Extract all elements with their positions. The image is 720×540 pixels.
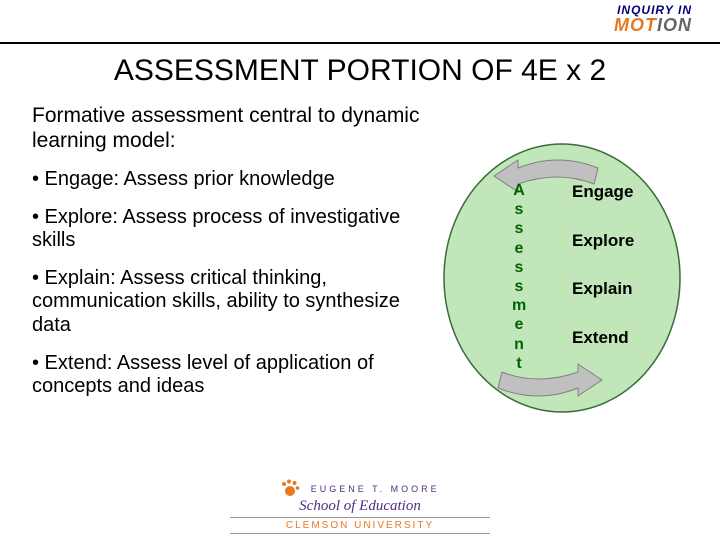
phase-labels: Engage Explore Explain Extend [572, 183, 634, 378]
assess-letter: s [512, 219, 526, 238]
logo-line2: MOTION [614, 16, 692, 34]
ellipse-svg [438, 138, 686, 418]
phase-engage: Engage [572, 183, 634, 202]
footer-line2: School of Education [230, 498, 490, 515]
bullet-explore: • Explore: Assess process of investigati… [32, 206, 422, 253]
assessment-vertical-label: A s s e s s m e n t [512, 181, 526, 373]
assess-letter: m [512, 296, 526, 315]
footer-line1: EUGENE T. MOORE [311, 484, 440, 494]
assess-letter: n [512, 335, 526, 354]
assess-letter: e [512, 239, 526, 258]
bullet-extend: • Extend: Assess level of application of… [32, 352, 422, 399]
intro-text: Formative assessment central to dynamic … [32, 104, 432, 154]
tiger-paw-icon [280, 478, 300, 498]
bullet-engage: • Engage: Assess prior knowledge [32, 168, 422, 192]
assess-letter: A [512, 181, 526, 200]
assessment-cycle-diagram: A s s e s s m e n t Engage Explore Expla… [438, 138, 686, 418]
clemson-footer-logo: EUGENE T. MOORE School of Education CLEM… [230, 478, 490, 534]
header-divider [0, 42, 720, 44]
footer-line3: CLEMSON UNIVERSITY [230, 517, 490, 534]
assess-letter: e [512, 315, 526, 334]
inquiry-in-motion-logo: INQUIRY IN MOTION [614, 4, 692, 34]
bullet-explain: • Explain: Assess critical thinking, com… [32, 267, 422, 338]
logo-line2-gray: ION [657, 15, 692, 35]
phase-extend: Extend [572, 329, 634, 348]
phase-explore: Explore [572, 232, 634, 251]
assess-letter: s [512, 277, 526, 296]
ellipse-shape [444, 144, 680, 412]
logo-line2-orange: MOT [614, 15, 657, 35]
footer-row1: EUGENE T. MOORE [230, 478, 490, 498]
slide-title: ASSESSMENT PORTION OF 4E x 2 [0, 54, 720, 88]
assess-letter: s [512, 200, 526, 219]
assess-letter: t [512, 354, 526, 373]
phase-explain: Explain [572, 280, 634, 299]
bullet-list: • Engage: Assess prior knowledge • Explo… [32, 168, 422, 413]
assess-letter: s [512, 258, 526, 277]
